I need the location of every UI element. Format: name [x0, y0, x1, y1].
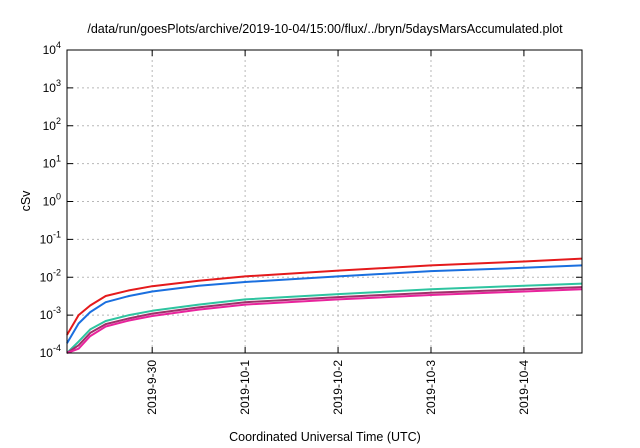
x-axis: 2019-9-30 2019-10-1 2019-10-2 2019-10-3 2019…	[145, 50, 531, 415]
plot-frame	[66, 49, 583, 354]
y-tick-label: 10-4	[40, 343, 61, 360]
y-tick-label: 10-1	[40, 229, 61, 246]
series-line	[66, 286, 583, 354]
x-tick-label: 2019-10-4	[517, 360, 531, 415]
x-tick-label: 2019-10-2	[331, 360, 345, 415]
y-tick-label: 102	[43, 116, 61, 133]
series-lines	[66, 257, 583, 354]
series-line	[66, 282, 583, 354]
x-tick-label: 2019-10-3	[424, 360, 438, 415]
grid-lines	[67, 50, 582, 353]
y-tick-label: 104	[43, 40, 61, 57]
y-axis: 10-4 10-3 10-2 10-1 100 101 102 103 104	[40, 40, 582, 360]
y-tick-label: 10-3	[40, 305, 61, 322]
x-tick-label: 2019-9-30	[145, 360, 159, 415]
y-tick-label: 100	[43, 192, 61, 209]
x-tick-label: 2019-10-1	[238, 360, 252, 415]
series-line	[66, 288, 583, 354]
series-line	[66, 264, 583, 344]
y-tick-label: 101	[43, 154, 61, 171]
y-tick-label: 103	[43, 78, 61, 95]
series-line	[66, 257, 583, 336]
y-tick-label: 10-2	[40, 267, 61, 284]
x-axis-label: Coordinated Universal Time (UTC)	[229, 430, 421, 444]
chart-title: /data/run/goesPlots/archive/2019-10-04/1…	[87, 22, 563, 36]
y-axis-label: cSv	[19, 190, 33, 212]
